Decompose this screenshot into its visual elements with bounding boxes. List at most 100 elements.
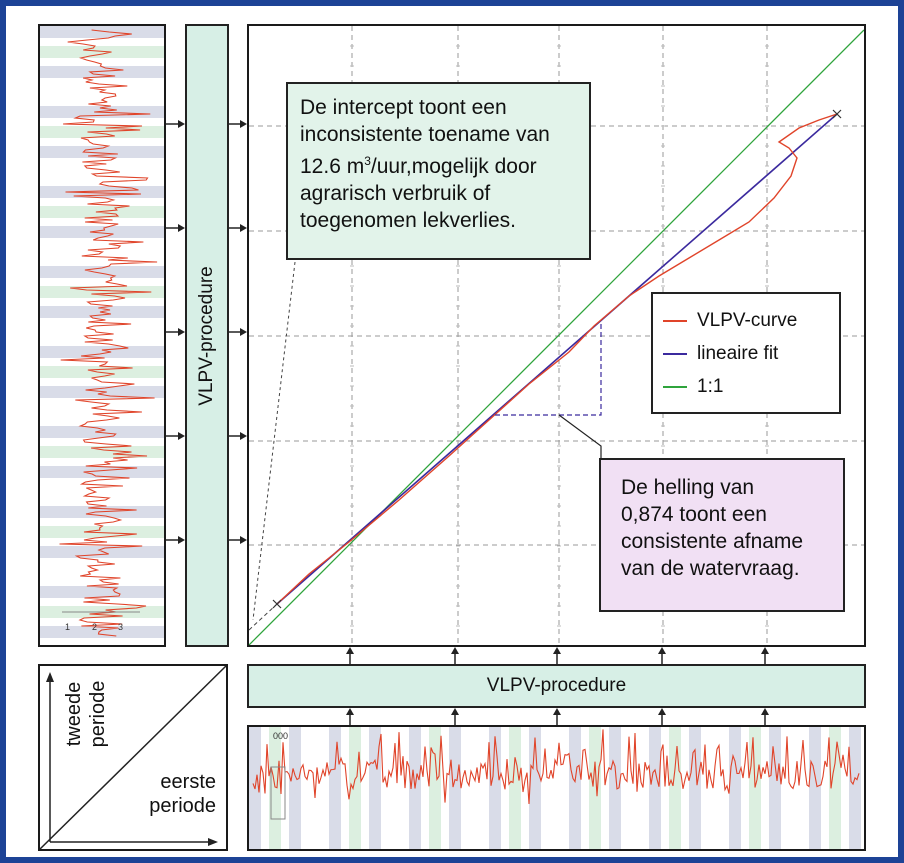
end-marker-2-b [832, 109, 842, 119]
axes-key-x-label-line-2: periode [149, 795, 216, 817]
bottom-band-13 [489, 727, 501, 849]
left-timeseries-panel: 1 2 3 [38, 24, 166, 647]
bottom-timeseries-graphic [249, 727, 861, 849]
left-band-2 [40, 46, 164, 58]
bottom-band-15 [529, 727, 541, 849]
intercept-callout: De intercept toont een inconsistente toe… [286, 82, 591, 260]
left-band-1 [40, 26, 164, 38]
left-band-9 [40, 186, 164, 198]
left-band-21 [40, 426, 164, 438]
legend-swatch-identity [663, 386, 687, 388]
bottom-band-22 [669, 727, 681, 849]
axes-key-x-label-line-1: eerste [160, 771, 216, 793]
intercept-text-line-1: De intercept toont een [300, 96, 507, 119]
axes-key-y-label-line-2: periode [87, 680, 109, 748]
legend: VLPV-curve lineaire fit 1:1 [651, 292, 841, 414]
slope-text-line-2: 0,874 toont een [621, 503, 767, 526]
slope-callout-leader [558, 414, 602, 458]
left-tick-label-1: 1 [65, 622, 71, 632]
intercept-callout-leader [252, 261, 296, 621]
bottom-band-23 [689, 727, 701, 849]
bottom-band-24 [709, 727, 721, 849]
left-band-31 [40, 626, 164, 638]
legend-item-linear-fit: lineaire fit [663, 339, 778, 369]
bottom-series-trace [252, 729, 860, 805]
procedure-box-horizontal: VLPV-procedure [247, 664, 866, 708]
identity-line [249, 29, 864, 645]
bottom-band-27 [769, 727, 781, 849]
axes-key-panel: tweede periode eerste periode [38, 664, 228, 851]
axes-key-y-arrowhead [46, 672, 54, 682]
left-band-14 [40, 286, 164, 298]
legend-item-identity: 1:1 [663, 372, 723, 402]
intercept-unit-exponent: 3 [364, 154, 371, 168]
procedure-label-horizontal: VLPV-procedure [486, 675, 627, 696]
bottom-band-20 [629, 727, 641, 849]
intercept-unit-rest: /uur,mogelijk door [370, 155, 537, 178]
bottom-tick-label: 000 [273, 731, 289, 741]
left-band-20 [40, 406, 164, 418]
bottom-band-29 [809, 727, 821, 849]
left-band-26 [40, 526, 164, 538]
fit-extension-dashed [249, 603, 278, 631]
axes-key-y-label: tweede periode [62, 674, 110, 754]
slope-text-line-4: van de watervraag. [621, 557, 800, 580]
slope-triangle [495, 322, 602, 416]
left-band-17 [40, 346, 164, 358]
left-band-8 [40, 166, 164, 178]
slope-text-line-1: De helling van [621, 476, 755, 499]
bottom-band-10 [429, 727, 441, 849]
axes-key-diagonal [40, 666, 226, 849]
legend-swatch-linear-fit [663, 353, 687, 355]
left-band-27 [40, 546, 164, 558]
intercept-text-line-5: toegenomen lekverlies. [300, 209, 516, 232]
left-timeseries-graphic [40, 26, 164, 638]
bottom-band-26 [749, 727, 761, 849]
left-band-28 [40, 566, 164, 578]
bottom-band-19 [609, 727, 621, 849]
bottom-band-31 [849, 727, 861, 849]
bottom-band-21 [649, 727, 661, 849]
procedure-box-vertical: VLPV-procedure [185, 24, 229, 647]
bottom-timeseries-panel: 000 [247, 725, 866, 851]
intercept-value: 12.6 m [300, 155, 365, 178]
axes-key-graphic [40, 666, 226, 849]
legend-label-vlpv-curve: VLPV-curve [697, 310, 798, 331]
bottom-scale-box [270, 766, 286, 820]
left-band-24 [40, 486, 164, 498]
legend-swatch-vlpv-curve [663, 320, 687, 322]
axes-key-x-label: eerste periode [138, 770, 216, 818]
end-marker-1-b [272, 599, 282, 609]
left-band-16 [40, 326, 164, 338]
bottom-band-4 [309, 727, 321, 849]
left-band-6 [40, 126, 164, 138]
bottom-band-17 [569, 727, 581, 849]
axes-key-y-label-line-1: tweede [63, 681, 85, 747]
vlpv-curve [276, 113, 838, 605]
bottom-band-25 [729, 727, 741, 849]
bottom-band-14 [509, 727, 521, 849]
left-tick-label-3: 3 [118, 622, 124, 632]
bottom-band-11 [449, 727, 461, 849]
bottom-band-30 [829, 727, 841, 849]
axes-key-x-arrowhead [208, 838, 218, 846]
legend-item-vlpv-curve: VLPV-curve [663, 306, 797, 336]
legend-label-identity: 1:1 [697, 376, 724, 397]
left-band-29 [40, 586, 164, 598]
left-band-23 [40, 466, 164, 478]
left-band-7 [40, 146, 164, 158]
legend-label-linear-fit: lineaire fit [697, 343, 779, 364]
intercept-text-line-4: agrarisch verbruik of [300, 182, 491, 205]
bottom-band-3 [289, 727, 301, 849]
bottom-band-5 [329, 727, 341, 849]
left-band-13 [40, 266, 164, 278]
procedure-label-vertical: VLPV-procedure [196, 265, 217, 406]
intercept-text-line-3: 12.6 m3/uur,mogelijk door [300, 148, 581, 180]
linear-fit-line [276, 113, 838, 605]
slope-text-line-3: consistente afname [621, 530, 804, 553]
left-band-10 [40, 206, 164, 218]
intercept-text-line-2: inconsistente toename van [300, 123, 550, 146]
left-tick-label-2: 2 [92, 622, 98, 632]
left-band-3 [40, 66, 164, 78]
slope-callout: De helling van 0,874 toont een consisten… [599, 458, 845, 612]
